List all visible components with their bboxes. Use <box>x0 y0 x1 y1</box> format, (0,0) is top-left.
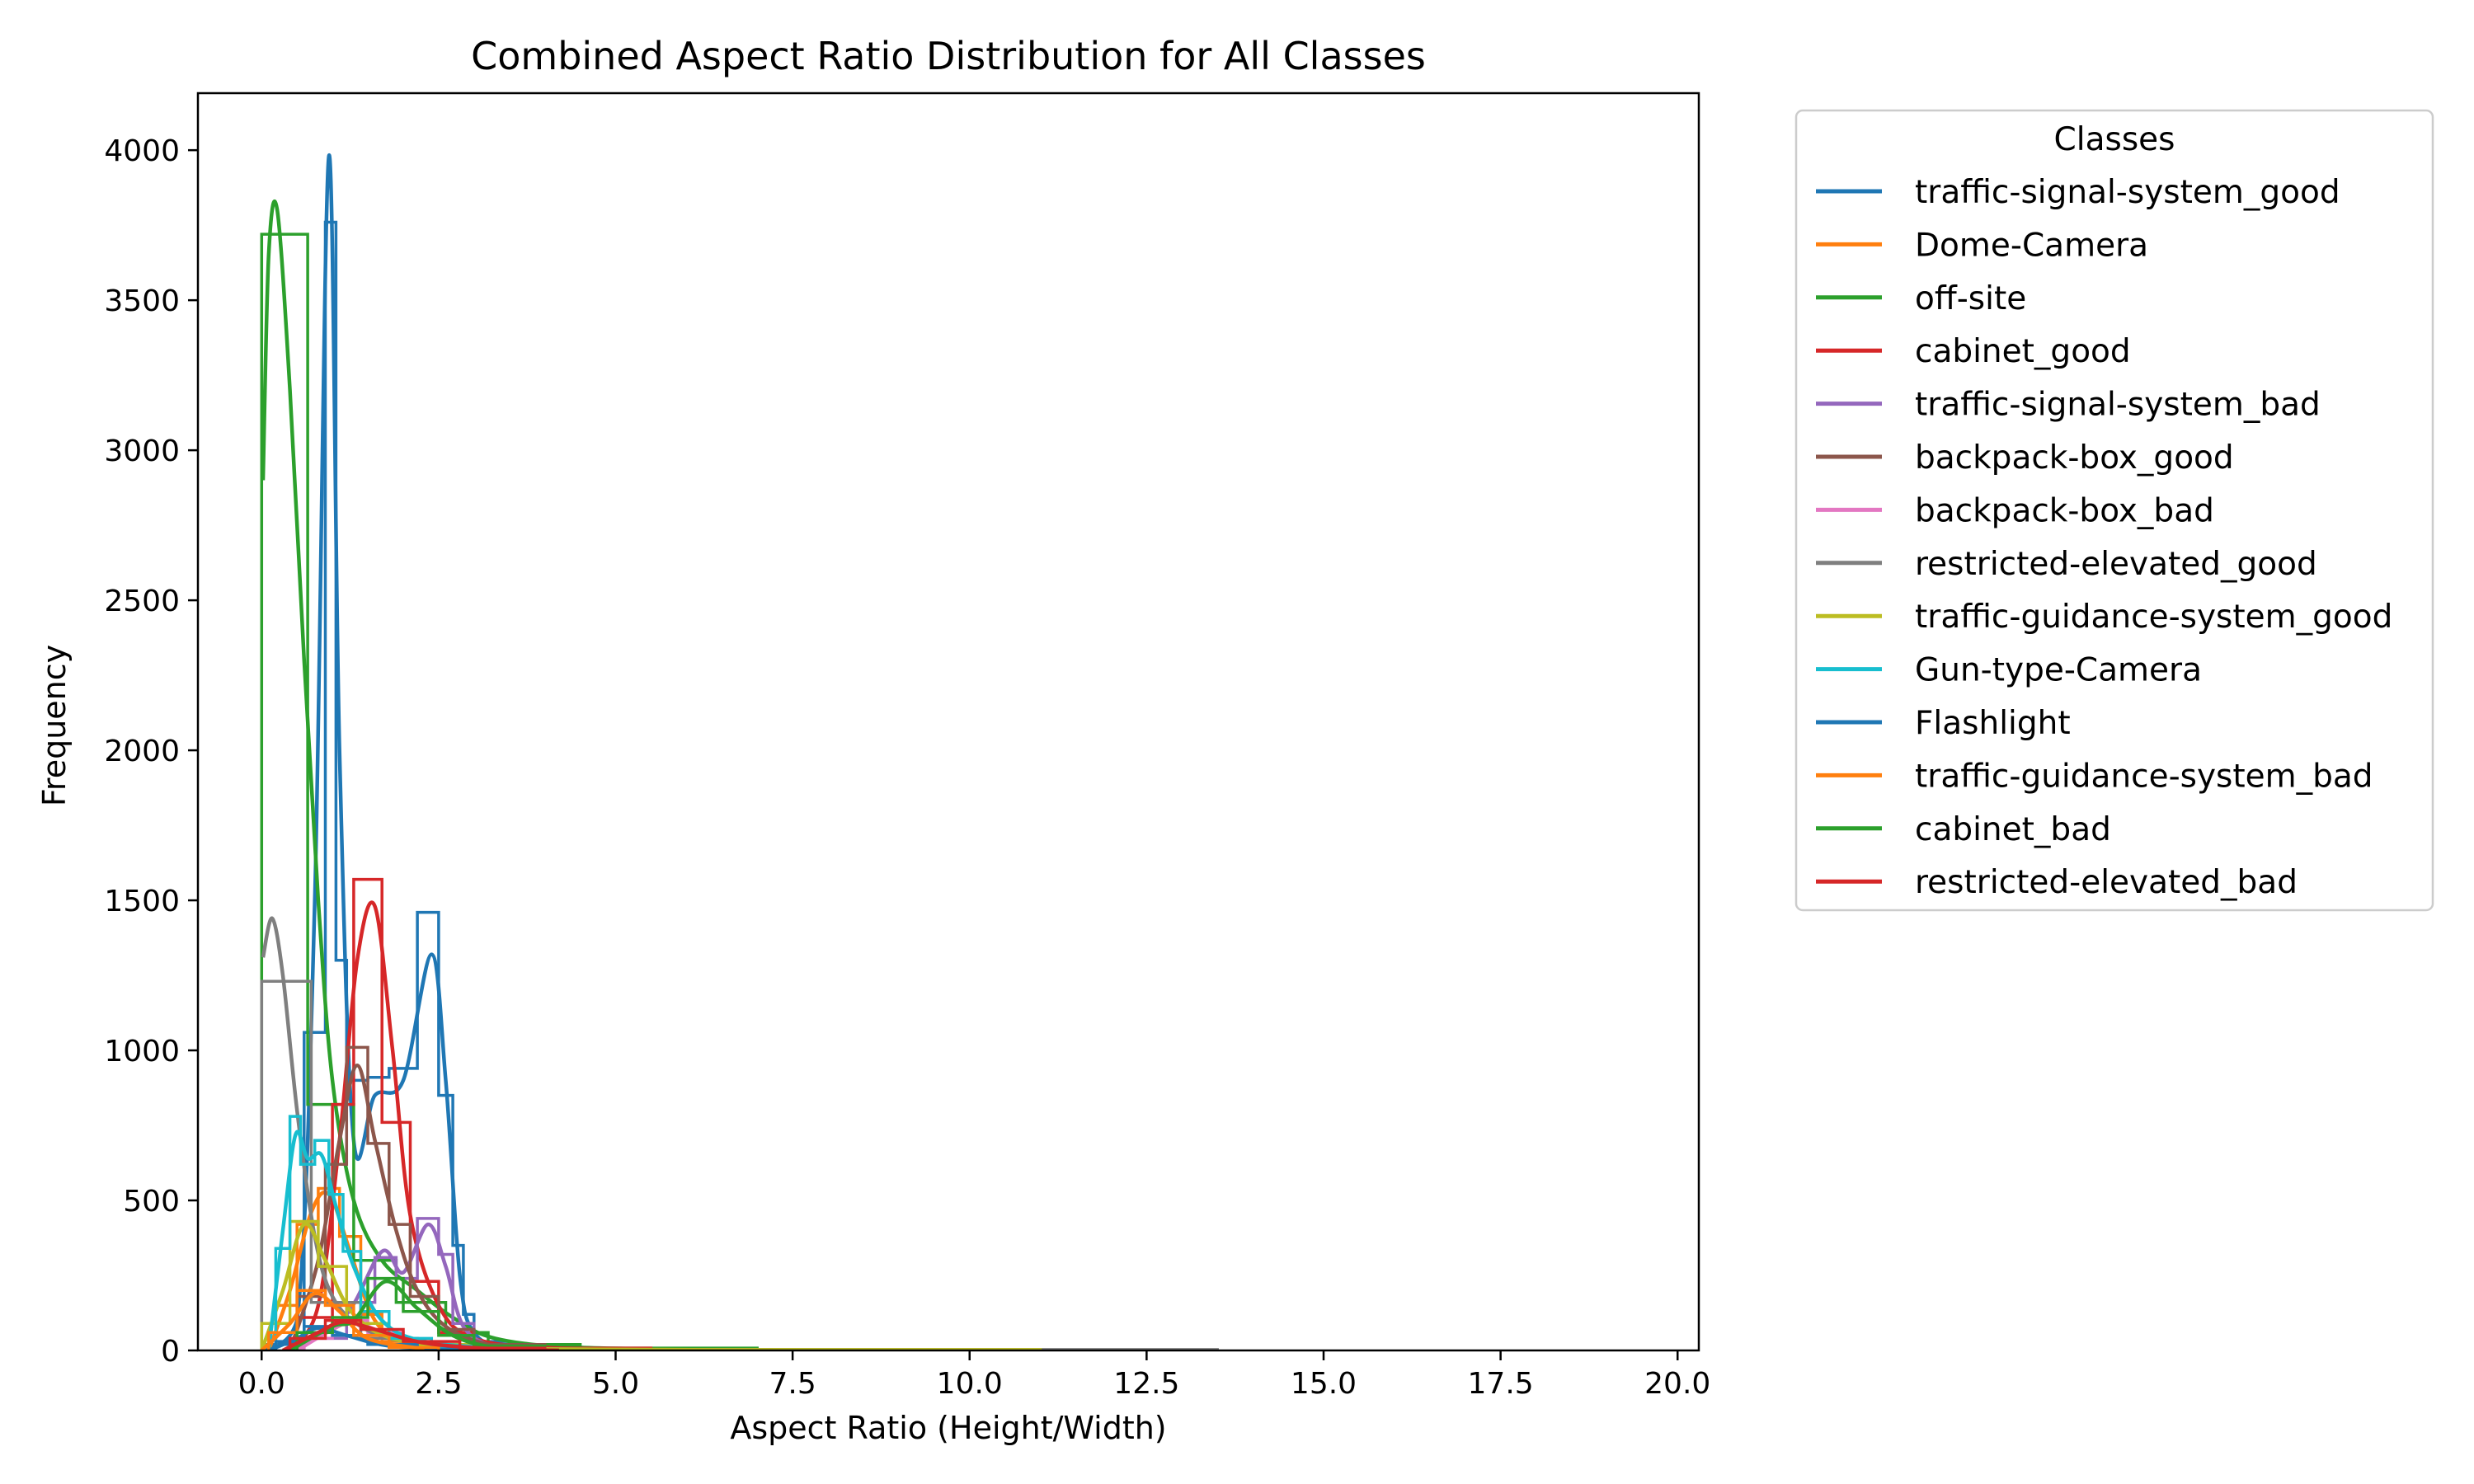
series-restricted-elevated_good <box>260 916 1219 1350</box>
series-off-site <box>260 199 759 1350</box>
legend-title: Classes <box>2054 121 2175 158</box>
x-axis: 0.0 2.5 5.0 7.5 10.0 12.5 15.0 17.5 20.0 <box>238 1350 1710 1401</box>
kde-line-backpack-box_good <box>288 1063 545 1350</box>
kde-line-traffic-guidance-system_bad <box>260 1291 426 1350</box>
series-layer <box>260 153 1219 1350</box>
legend-label: cabinet_good <box>1915 333 2131 370</box>
series-traffic-guidance-system_bad <box>260 1289 440 1350</box>
legend-label: backpack-box_good <box>1915 439 2234 477</box>
legend-item-restricted-elevated_good: restricted-elevated_good <box>1816 546 2317 583</box>
kde-line-traffic-signal-system_good <box>260 153 772 1350</box>
x-tick-label: 15.0 <box>1291 1367 1357 1401</box>
legend-frame <box>1794 109 2434 912</box>
y-tick-label: 3500 <box>104 284 180 318</box>
histogram-step-backpack-box_good <box>295 1045 547 1350</box>
x-tick-label: 7.5 <box>769 1367 816 1401</box>
legend-label: traffic-guidance-system_bad <box>1915 758 2373 795</box>
y-tick-label: 2500 <box>104 585 180 618</box>
y-axis-label: Frequency <box>36 645 73 806</box>
x-axis-label: Aspect Ratio (Height/Width) <box>730 1410 1166 1446</box>
series-backpack-box_good <box>288 1045 547 1350</box>
plot-area-frame <box>196 92 1700 1352</box>
legend-item-traffic-signal-system_bad: traffic-signal-system_bad <box>1816 387 2321 424</box>
y-tick-label: 1500 <box>104 885 180 918</box>
x-tick-label: 0.0 <box>238 1367 285 1401</box>
legend-label: restricted-elevated_good <box>1915 546 2317 583</box>
x-tick-label: 17.5 <box>1468 1367 1534 1401</box>
legend-item-traffic-signal-system_good: traffic-signal-system_good <box>1816 174 2340 211</box>
legend-label: Flashlight <box>1915 705 2071 742</box>
legend-item-cabinet_good: cabinet_good <box>1816 333 2131 370</box>
y-tick-label: 0 <box>161 1335 180 1369</box>
histogram-step-Gun-type-Camera <box>274 1115 511 1350</box>
legend-item-restricted-elevated_bad: restricted-elevated_bad <box>1816 864 2298 901</box>
x-tick-label: 20.0 <box>1644 1367 1710 1401</box>
y-tick-label: 4000 <box>104 134 180 168</box>
legend-label: restricted-elevated_bad <box>1915 864 2298 901</box>
legend-label: traffic-guidance-system_good <box>1915 599 2392 636</box>
legend-label: traffic-signal-system_good <box>1915 174 2340 211</box>
kde-line-off-site <box>261 199 758 1350</box>
legend-label: Dome-Camera <box>1915 227 2148 264</box>
series-restricted-elevated_bad <box>281 1318 559 1350</box>
legend-item-traffic-guidance-system_bad: traffic-guidance-system_bad <box>1816 758 2373 795</box>
legend: Classes traffic-signal-system_good Dome-C… <box>1794 109 2434 912</box>
legend-item-Dome-Camera: Dome-Camera <box>1816 227 2148 264</box>
y-axis: 0 500 1000 1500 2000 2500 3000 3500 4000 <box>104 134 198 1369</box>
x-tick-label: 5.0 <box>592 1367 639 1401</box>
legend-item-backpack-box_good: backpack-box_good <box>1816 439 2234 477</box>
y-tick-label: 500 <box>123 1185 180 1219</box>
legend-label: off-site <box>1915 280 2026 317</box>
x-tick-label: 12.5 <box>1113 1367 1179 1401</box>
legend-label: Gun-type-Camera <box>1915 652 2202 689</box>
legend-item-traffic-guidance-system_good: traffic-guidance-system_good <box>1816 599 2392 636</box>
legend-label: cabinet_bad <box>1915 811 2111 848</box>
y-tick-label: 1000 <box>104 1035 180 1068</box>
legend-item-off-site: off-site <box>1816 280 2026 317</box>
legend-item-cabinet_bad: cabinet_bad <box>1816 811 2111 848</box>
kde-line-restricted-elevated_bad <box>281 1320 559 1350</box>
legend-label: backpack-box_bad <box>1915 492 2214 529</box>
legend-label: traffic-signal-system_bad <box>1915 387 2321 424</box>
legend-item-Flashlight: Flashlight <box>1816 705 2071 742</box>
histogram-step-traffic-signal-system_good <box>260 220 774 1350</box>
histogram-step-traffic-guidance-system_bad <box>267 1289 440 1350</box>
chart-title: Combined Aspect Ratio Distribution for A… <box>471 34 1426 78</box>
legend-item-Gun-type-Camera: Gun-type-Camera <box>1816 652 2202 689</box>
series-traffic-signal-system_good <box>260 153 774 1350</box>
y-tick-label: 3000 <box>104 434 180 468</box>
y-tick-label: 2000 <box>104 735 180 768</box>
kde-line-restricted-elevated_good <box>261 916 1218 1350</box>
x-tick-label: 2.5 <box>415 1367 462 1401</box>
legend-item-backpack-box_bad: backpack-box_bad <box>1816 492 2214 529</box>
x-tick-label: 10.0 <box>937 1367 1003 1401</box>
